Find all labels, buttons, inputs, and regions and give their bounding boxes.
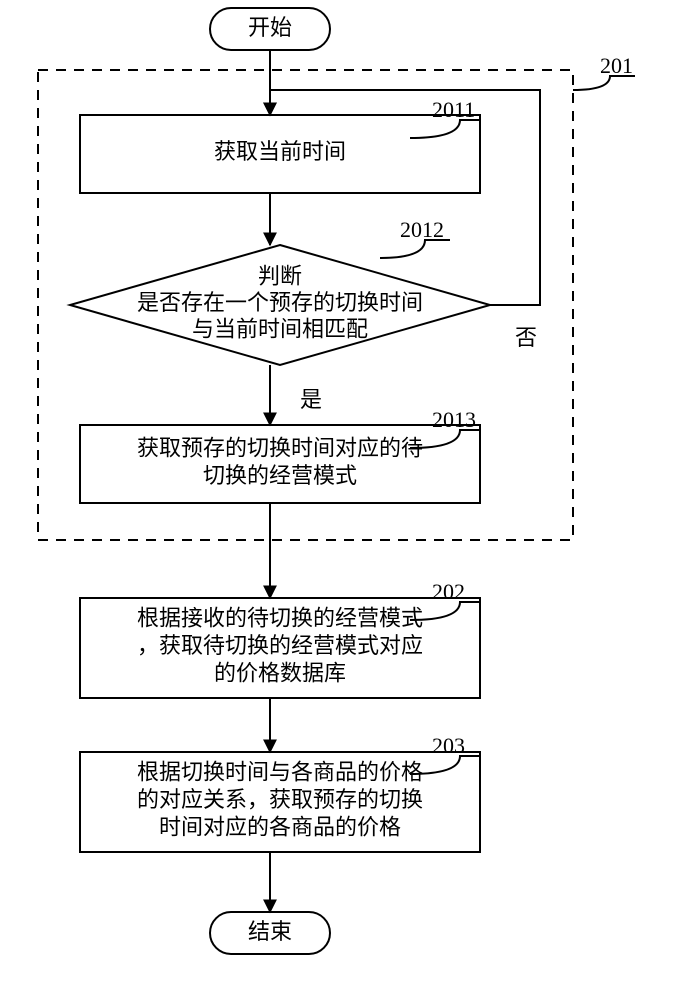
svg-text:获取当前时间: 获取当前时间 (214, 139, 346, 164)
node-n202: 根据接收的待切换的经营模式，获取待切换的经营模式对应的价格数据库 (80, 598, 480, 698)
svg-text:的价格数据库: 的价格数据库 (214, 661, 346, 686)
node-end: 结束 (210, 912, 330, 954)
svg-text:与当前时间相匹配: 与当前时间相匹配 (192, 316, 368, 341)
tag-leader-2012 (380, 240, 450, 258)
tag-label-202: 202 (432, 579, 465, 604)
svg-text:开始: 开始 (248, 15, 292, 40)
node-start: 开始 (210, 8, 330, 50)
tag-label-2012: 2012 (400, 217, 444, 242)
node-n203: 根据切换时间与各商品的价格的对应关系，获取预存的切换时间对应的各商品的价格 (80, 752, 480, 852)
tag-label-2013: 2013 (432, 407, 476, 432)
node-n2012: 判断是否存在一个预存的切换时间与当前时间相匹配 (70, 245, 490, 365)
svg-text:切换的经营模式: 切换的经营模式 (203, 463, 357, 488)
svg-text:结束: 结束 (248, 919, 292, 944)
svg-text:时间对应的各商品的价格: 时间对应的各商品的价格 (159, 815, 401, 840)
svg-text:获取预存的切换时间对应的待: 获取预存的切换时间对应的待 (137, 435, 423, 460)
tag-label-2011: 2011 (432, 97, 475, 122)
node-n2011: 获取当前时间 (80, 115, 480, 193)
tag-label-201: 201 (600, 53, 633, 78)
tag-leader-201 (573, 76, 635, 90)
svg-text:是否存在一个预存的切换时间: 是否存在一个预存的切换时间 (137, 290, 423, 315)
svg-text:根据切换时间与各商品的价格: 根据切换时间与各商品的价格 (137, 760, 423, 785)
svg-text:判断: 判断 (258, 264, 302, 289)
tag-label-203: 203 (432, 733, 465, 758)
svg-text:否: 否 (515, 325, 537, 350)
svg-text:，获取待切换的经营模式对应: ，获取待切换的经营模式对应 (137, 633, 423, 658)
svg-text:根据接收的待切换的经营模式: 根据接收的待切换的经营模式 (137, 606, 423, 631)
svg-text:是: 是 (300, 387, 322, 412)
svg-text:的对应关系，获取预存的切换: 的对应关系，获取预存的切换 (137, 787, 423, 812)
node-n2013: 获取预存的切换时间对应的待切换的经营模式 (80, 425, 480, 503)
